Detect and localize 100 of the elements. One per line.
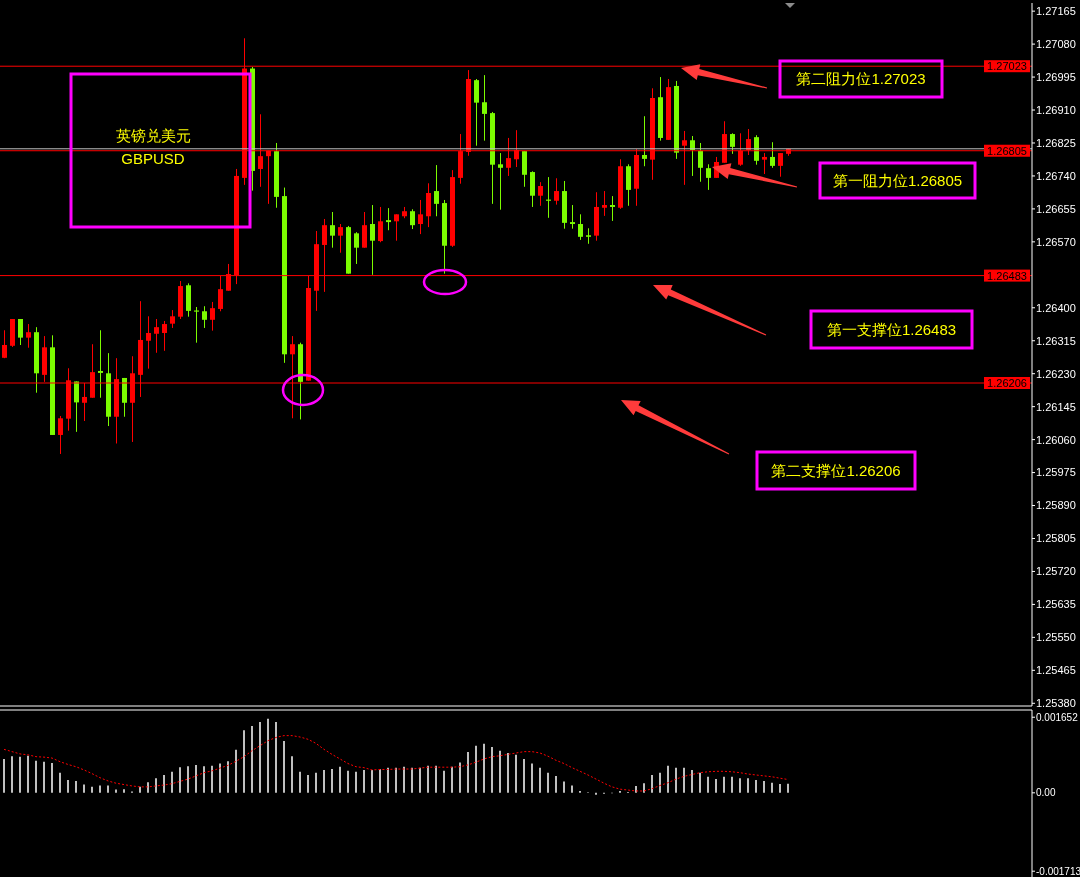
candlestick [482,74,487,142]
bar [283,741,285,793]
bar [419,767,421,793]
bar [739,778,741,793]
annotation: 第一阻力位1.26805 [832,171,963,189]
candlestick [530,170,535,208]
bar [107,785,109,793]
bar [571,785,573,793]
bar [459,762,461,793]
candlestick [74,380,79,433]
candlestick [498,152,503,211]
bar [115,789,117,793]
bar [75,780,77,793]
bar [731,776,733,793]
bar [235,749,237,793]
bar [355,771,357,793]
bar [259,721,261,793]
bar [99,785,101,793]
bar [339,766,341,793]
bar [331,769,333,793]
bar [507,753,509,793]
bar [27,755,29,793]
candlestick [194,306,199,344]
candlestick [554,177,559,206]
bar [667,765,669,793]
candlestick [362,211,367,249]
candlestick [370,204,375,276]
candlestick [522,150,527,188]
bar [123,789,125,793]
y-tick-label: 1.26315 [1036,334,1076,347]
candlestick [538,181,543,207]
candlestick [730,132,735,155]
y-tick-label: 1.26825 [1036,136,1076,149]
bar [347,770,349,793]
text: 英镑兑美元 [115,127,191,144]
candlestick [426,182,431,228]
candlestick [474,78,479,147]
candlestick [338,223,343,254]
candlestick [210,301,215,332]
bar [675,767,677,793]
bar [523,758,525,793]
bar [315,772,317,793]
candlestick [570,204,575,230]
candlestick [98,329,103,399]
bar [203,766,205,793]
ref-line-label: 1.27023 [987,60,1027,73]
candlestick [410,208,415,230]
candlestick [154,318,159,354]
y-tick-label: 1.26570 [1036,235,1076,248]
candlestick [762,152,767,175]
bar [555,775,557,793]
y-tick-label: 1.26740 [1036,169,1076,182]
bar [91,786,93,793]
bar [307,774,309,793]
candlestick [626,163,631,207]
bar [435,765,437,793]
bar [323,769,325,793]
bar [171,771,173,793]
bar [483,743,485,793]
bar [539,767,541,793]
bar [755,780,757,793]
bar [291,756,293,793]
annotation: 第二阻力位1.27023 [796,70,926,88]
candlestick [642,115,647,167]
bar [787,783,789,793]
bar [691,769,693,793]
candlestick [386,207,391,231]
y-tick-label: 0.00 [1036,787,1056,799]
bar [531,763,533,793]
bar [443,770,445,793]
candlestick [434,164,439,217]
bar [179,767,181,793]
candlestick [26,323,31,349]
ref-line-label: 1.26206 [987,376,1027,389]
y-tick-label: 1.26060 [1036,433,1076,446]
y-tick-label: 1.25975 [1036,466,1076,479]
bar [707,776,709,793]
y-tick-label: 1.25890 [1036,499,1076,512]
bar [491,747,493,793]
bar [83,784,85,793]
bar [147,782,149,793]
y-tick-label: 1.25635 [1036,598,1076,611]
bar [451,766,453,793]
annotation: 第二支撑位1.26206 [771,461,901,479]
y-tick-label: 1.26995 [1036,70,1076,83]
candlestick [58,415,63,455]
y-tick-label: 1.25550 [1036,631,1076,644]
bar [387,767,389,793]
text: GBPUSD [121,150,185,167]
candlestick [202,305,207,329]
bar [195,764,197,793]
candlestick [578,213,583,241]
bar [763,780,765,793]
bar [19,756,21,793]
bar [251,726,253,793]
bar [163,774,165,793]
bar [219,763,221,793]
bar [779,784,781,793]
bar [515,754,517,793]
bar [243,730,245,793]
